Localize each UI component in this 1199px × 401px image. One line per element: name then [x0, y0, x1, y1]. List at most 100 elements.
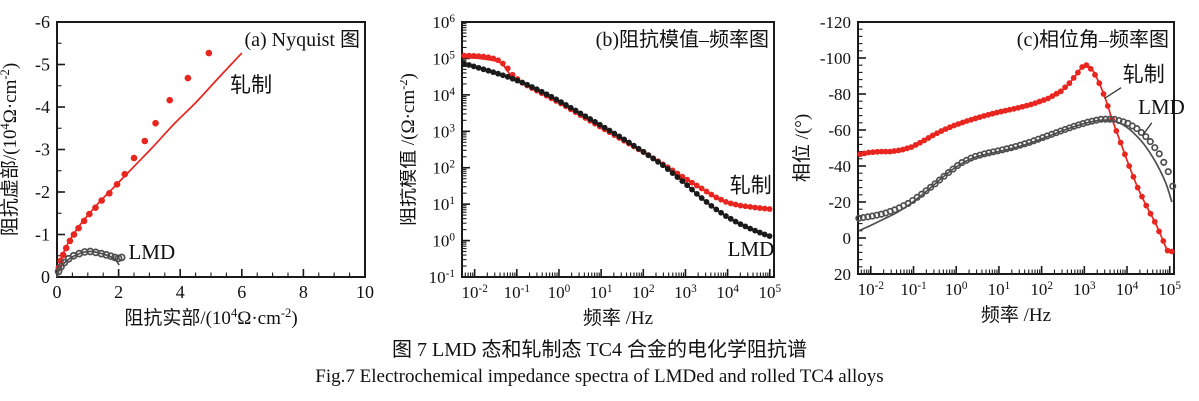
charts-row: 0 2 4 6 8 10 0 -1 -2 -3 -4 -5 -6 轧制 LMD (a) Nyquist 图阻抗…	[0, 12, 1185, 329]
data-point	[107, 252, 115, 261]
x-tick-label: 10-2	[461, 283, 487, 302]
axis-ticks	[858, 21, 1171, 275]
data-point	[870, 149, 876, 156]
data-point	[1100, 91, 1107, 97]
axis-ticks	[462, 21, 771, 278]
data-point	[606, 127, 613, 134]
data-point	[60, 258, 69, 267]
data-point	[913, 193, 921, 201]
data-point	[723, 199, 729, 205]
data-point	[499, 72, 506, 79]
data-point	[1160, 158, 1168, 166]
x-axis-label: 阻抗实部/(104Ω·cm-2)	[124, 306, 297, 329]
data-point	[470, 63, 477, 70]
data-point	[630, 142, 637, 149]
data-point	[205, 49, 213, 57]
data-point	[485, 54, 492, 61]
data-point	[80, 217, 88, 225]
data-point	[929, 132, 936, 139]
data-point	[558, 99, 564, 106]
data-point	[727, 200, 734, 207]
caption-chinese: 图 7 LMD 态和轧制态 TC4 合金的电化学阻抗谱	[392, 339, 807, 361]
data-point	[1130, 173, 1137, 180]
series-line-lmd	[858, 119, 1173, 232]
x-tick-label: 2	[114, 282, 123, 302]
data-point	[891, 148, 898, 154]
y-tick-label: -4	[35, 97, 50, 117]
data-point	[1134, 184, 1141, 191]
data-point	[940, 172, 948, 180]
data-point	[934, 130, 940, 137]
x-tick-label: 100	[548, 283, 571, 302]
data-point	[660, 162, 666, 169]
data-point	[737, 202, 744, 209]
x-tick-label: 6	[237, 282, 246, 302]
data-point	[921, 137, 928, 144]
data-point	[713, 206, 720, 213]
data-point	[141, 137, 149, 145]
x-tick-label: 105	[1158, 280, 1181, 299]
plot-border	[56, 21, 366, 278]
data-point	[1075, 69, 1081, 76]
data-point	[1151, 218, 1158, 225]
y-axis-label: 阻抗虚部/(104Ω·cm-2)	[0, 63, 21, 236]
data-point	[563, 102, 569, 108]
data-point	[718, 196, 724, 203]
data-point	[703, 188, 710, 195]
data-point	[567, 104, 574, 111]
data-point	[524, 81, 531, 88]
data-point	[693, 190, 700, 197]
data-point	[59, 251, 67, 259]
data-point	[495, 57, 501, 64]
y-tick-label: -6	[35, 12, 50, 32]
bode-phase-plot: 10-2 10-1 100 101 102 103 104 105 20 0 -20 -40 -60 -8…	[791, 13, 1185, 326]
x-tick-label: 102	[632, 283, 655, 302]
data-point	[184, 74, 192, 82]
data-point	[499, 60, 506, 67]
label-pointer-line	[1142, 122, 1153, 135]
data-point	[572, 107, 579, 114]
x-tick-label: 8	[299, 282, 308, 302]
panel-title: (c)相位角–频率图	[1017, 28, 1169, 51]
data-point	[723, 213, 729, 219]
data-point	[742, 223, 749, 230]
data-point	[698, 185, 705, 192]
x-axis-label: 频率 /Hz	[583, 307, 653, 329]
data-point	[1087, 65, 1094, 72]
x-tick-label: 10	[356, 282, 374, 302]
data-point	[747, 225, 754, 232]
data-point	[925, 135, 932, 141]
y-tick-label: 106	[432, 13, 455, 32]
panel-title: (b)阻抗模值–频率图	[596, 28, 769, 51]
data-point	[1045, 95, 1051, 102]
data-point	[1066, 80, 1073, 87]
data-point	[727, 215, 734, 222]
y-tick-label: 105	[432, 49, 455, 68]
y-tick-label: -3	[35, 140, 50, 160]
data-point	[480, 66, 487, 73]
data-point	[1049, 93, 1056, 99]
data-point	[674, 174, 681, 180]
data-point	[713, 194, 720, 201]
y-tick-label: -5	[35, 55, 50, 75]
data-point	[475, 64, 482, 71]
y-tick-label: 0	[843, 229, 852, 248]
data-point	[490, 55, 497, 62]
data-point	[747, 203, 754, 210]
plot-border	[857, 21, 1175, 275]
data-point	[485, 67, 492, 74]
y-tick-label: 103	[432, 122, 455, 141]
data-point	[708, 202, 715, 209]
data-point	[698, 195, 705, 201]
data-point	[766, 233, 773, 240]
data-point	[936, 176, 944, 184]
data-point	[504, 73, 511, 80]
x-axis-label: 频率 /Hz	[981, 304, 1051, 326]
data-point	[912, 142, 919, 148]
x-tick-label: 105	[758, 283, 781, 302]
data-point	[669, 170, 676, 176]
plot-border	[461, 21, 775, 278]
data-point	[113, 181, 121, 188]
data-point	[66, 237, 74, 245]
